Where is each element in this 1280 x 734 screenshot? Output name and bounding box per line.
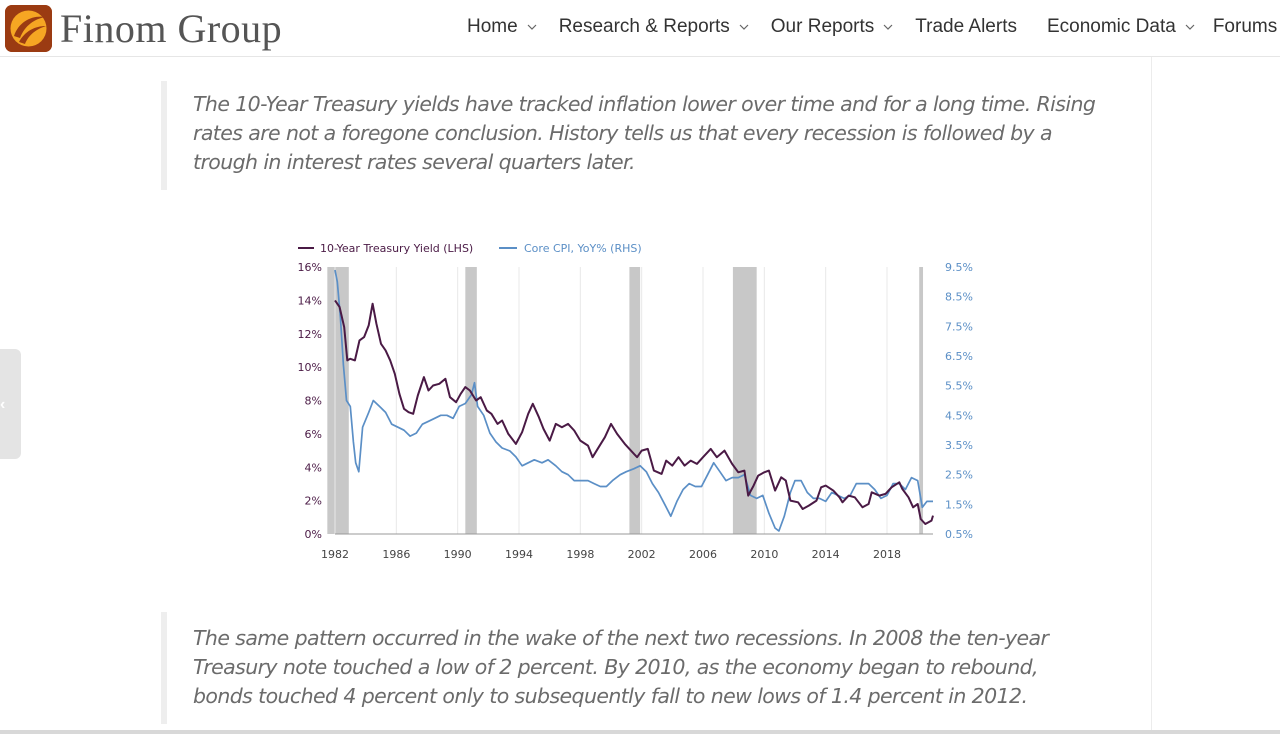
nav-item-label: Research & Reports — [558, 16, 730, 37]
y-left-tick-label: 16% — [298, 261, 322, 274]
x-tick-label: 1994 — [505, 548, 533, 561]
blockquote-followup: The same pattern occurred in the wake of… — [161, 612, 1101, 724]
bottom-edge — [0, 730, 1280, 734]
y-right-tick-label: 9.5% — [945, 261, 973, 274]
x-tick-label: 2018 — [873, 548, 901, 561]
nav-item-home[interactable]: Home — [467, 16, 537, 38]
y-right-tick-label: 2.5% — [945, 469, 973, 482]
nav-item-economic-data[interactable]: Economic Data — [1047, 16, 1195, 38]
logo-mark-icon — [5, 5, 52, 52]
x-tick-label: 2014 — [812, 548, 840, 561]
logo-wordmark: Finom Group — [60, 6, 283, 51]
nav-item-trade-alerts[interactable]: Trade Alerts — [915, 16, 1017, 38]
recession-band — [465, 267, 477, 534]
y-left-tick-label: 8% — [305, 395, 322, 408]
slide-panel-tab[interactable]: ‹ — [0, 349, 21, 459]
recession-band — [732, 267, 757, 534]
y-left-tick-label: 12% — [298, 328, 322, 341]
site-header: Finom Group Home Research & Reports Our … — [0, 0, 1280, 57]
sidebar-divider — [1151, 57, 1152, 734]
x-tick-label: 2002 — [628, 548, 656, 561]
x-tick-label: 1986 — [382, 548, 410, 561]
chart-svg: 1982 1986 1990 1994 1998 2002 2006 2010 2014 2018… — [298, 242, 973, 561]
x-tick-label: 1990 — [444, 548, 472, 561]
site-logo[interactable]: Finom Group — [5, 5, 282, 52]
blockquote-intro: The 10-Year Treasury yields have tracked… — [161, 81, 1101, 190]
y-right-tick-label: 5.5% — [945, 380, 973, 393]
nav-item-label: Our Reports — [770, 16, 875, 37]
nav-item-label: Forums — [1212, 16, 1278, 37]
series-line-treasury-yield — [334, 299, 934, 525]
y-left-tick-label: 0% — [305, 528, 322, 541]
nav-item-label: Trade Alerts — [915, 16, 1017, 37]
legend-label-cpi: Core CPI, YoY% (RHS) — [524, 242, 642, 255]
y-right-tick-label: 3.5% — [945, 439, 973, 452]
y-left-tick-label: 10% — [298, 361, 322, 374]
nav-item-label: Home — [467, 16, 518, 37]
nav-item-label: Economic Data — [1046, 16, 1176, 37]
y-left-tick-label: 4% — [305, 461, 322, 474]
recession-band — [327, 267, 349, 534]
yield-vs-cpi-chart: 1982 1986 1990 1994 1998 2002 2006 2010 2014 2018… — [280, 232, 980, 572]
legend-label-treasury: 10-Year Treasury Yield (LHS) — [320, 242, 473, 255]
y-right-tick-label: 6.5% — [945, 350, 973, 363]
y-right-tick-label: 7.5% — [945, 320, 973, 333]
y-left-tick-label: 2% — [305, 495, 322, 508]
y-left-tick-label: 6% — [305, 428, 322, 441]
y-right-tick-label: 4.5% — [945, 409, 973, 422]
recession-band — [919, 267, 924, 534]
nav-item-research-reports[interactable]: Research & Reports — [559, 16, 749, 38]
nav-item-forums[interactable]: Forums — [1213, 16, 1277, 38]
y-right-tick-label: 8.5% — [945, 291, 973, 304]
x-tick-label: 1998 — [566, 548, 594, 561]
x-tick-label: 2010 — [750, 548, 778, 561]
y-right-tick-label: 1.5% — [945, 498, 973, 511]
chevron-down-icon — [527, 24, 537, 30]
nav-item-our-reports[interactable]: Our Reports — [771, 16, 893, 38]
chevron-down-icon — [1185, 24, 1195, 30]
chevron-left-icon: ‹ — [0, 396, 6, 413]
x-tick-label: 1982 — [321, 548, 349, 561]
recession-band — [629, 267, 641, 534]
chevron-down-icon — [739, 24, 749, 30]
y-right-tick-label: 0.5% — [945, 528, 973, 541]
y-left-tick-label: 14% — [298, 294, 322, 307]
main-nav: Home Research & Reports Our Reports Trad… — [467, 16, 1277, 38]
x-tick-label: 2006 — [689, 548, 717, 561]
chevron-down-icon — [883, 24, 893, 30]
series-line-core-cpi — [334, 269, 933, 532]
